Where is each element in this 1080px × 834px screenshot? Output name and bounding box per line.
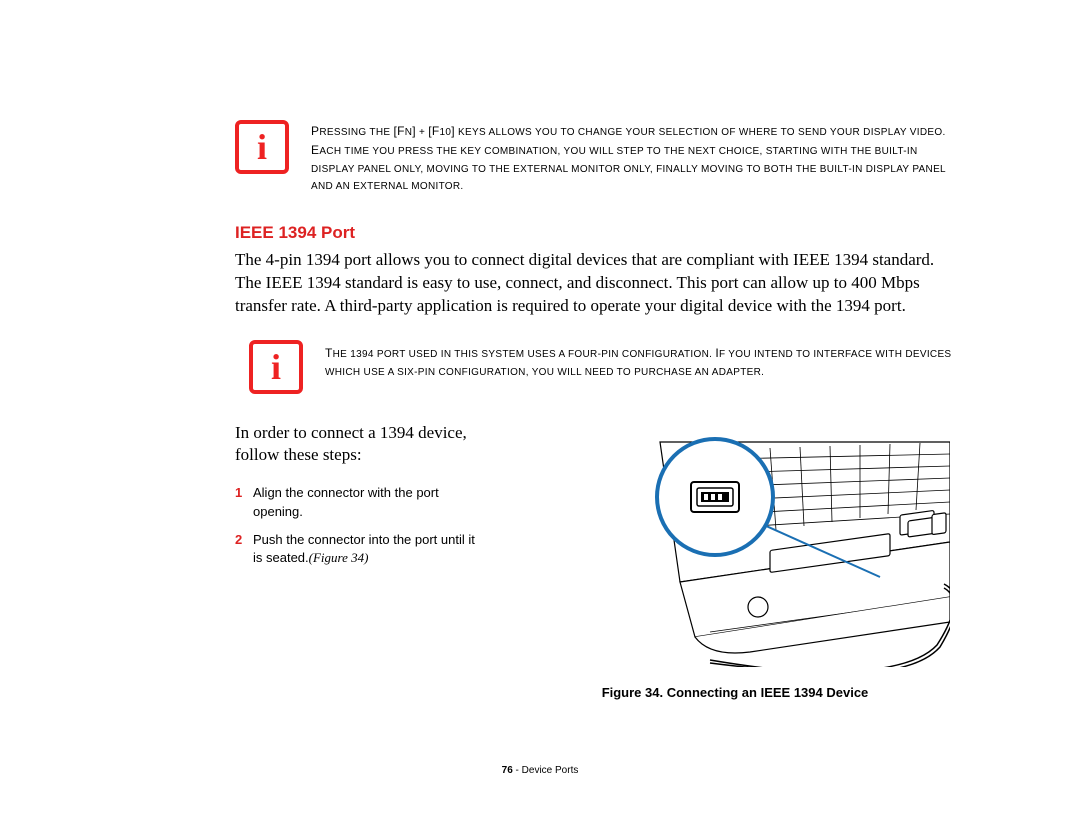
page-footer: 76 - Device Ports <box>0 765 1080 776</box>
section-body: The 4-pin 1394 port allows you to connec… <box>235 249 960 318</box>
step-item: 2 Push the connector into the port until… <box>235 531 480 567</box>
step-number: 1 <box>235 484 253 520</box>
info-note-1: i Pressing the [Fn] + [F10] keys allows … <box>235 120 960 195</box>
info-icon: i <box>235 120 289 174</box>
info-note-2: i The 1394 port used in this system uses… <box>249 340 960 394</box>
figure-illustration <box>510 422 950 667</box>
section-heading: IEEE 1394 Port <box>235 223 960 243</box>
steps-list: 1 Align the connector with the port open… <box>235 484 480 567</box>
step-text: Push the connector into the port until i… <box>253 531 480 567</box>
info-icon: i <box>249 340 303 394</box>
steps-intro: In order to connect a 1394 device, follo… <box>235 422 480 466</box>
note-text-1: Pressing the [Fn] + [F10] keys allows yo… <box>311 120 960 195</box>
footer-section: Device Ports <box>522 765 579 776</box>
note-text-2: The 1394 port used in this system uses a… <box>325 340 960 381</box>
figure-ref: (Figure 34) <box>309 550 369 565</box>
step-number: 2 <box>235 531 253 567</box>
step-text: Align the connector with the port openin… <box>253 484 480 520</box>
step-item: 1 Align the connector with the port open… <box>235 484 480 520</box>
figure-caption: Figure 34. Connecting an IEEE 1394 Devic… <box>510 685 960 700</box>
page-number: 76 <box>502 765 513 776</box>
